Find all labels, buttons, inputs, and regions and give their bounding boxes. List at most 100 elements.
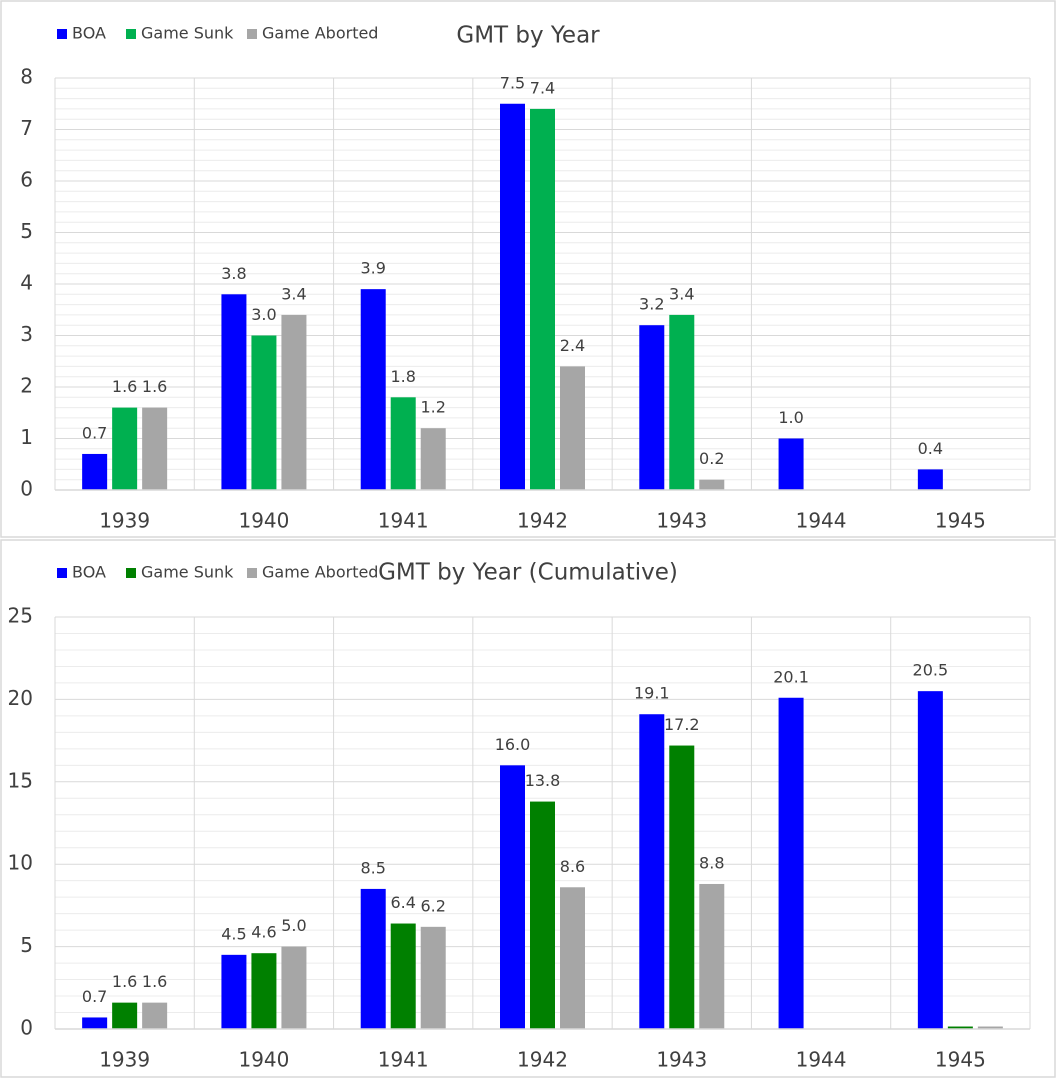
y-tick-label: 25	[8, 604, 33, 628]
data-label: 1.2	[420, 398, 445, 417]
y-tick-label: 1	[20, 425, 33, 449]
data-label: 0.7	[82, 423, 107, 442]
x-tick-label: 1940	[238, 1048, 289, 1072]
y-tick-label: 5	[20, 219, 33, 243]
bar	[500, 765, 525, 1029]
y-tick-label: 5	[20, 933, 33, 957]
x-tick-label: 1939	[99, 509, 150, 533]
data-label: 8.5	[360, 858, 385, 877]
x-tick-label: 1944	[796, 509, 847, 533]
legend-swatch	[126, 568, 136, 578]
data-label: 6.2	[420, 896, 445, 915]
x-tick-label: 1943	[656, 509, 707, 533]
chart-title: GMT by Year (Cumulative)	[378, 560, 678, 586]
bar	[917, 469, 943, 490]
data-label: 5.0	[281, 916, 306, 935]
y-tick-label: 2	[20, 374, 33, 398]
x-tick-label: 1939	[99, 1048, 150, 1072]
legend-label: Game Aborted	[262, 24, 378, 43]
chart-frame	[0, 539, 1056, 1078]
data-label: 0.7	[82, 987, 107, 1006]
data-label: 1.6	[142, 972, 167, 991]
bar	[530, 108, 555, 491]
chart-frame	[0, 0, 1056, 538]
data-label: 4.6	[251, 923, 276, 942]
bar	[669, 745, 695, 1029]
data-label: 6.4	[390, 893, 415, 912]
data-label: 3.2	[639, 295, 664, 314]
legend-label: BOA	[72, 563, 106, 582]
bar	[420, 428, 446, 490]
bar	[82, 1017, 108, 1029]
bar	[112, 407, 138, 490]
data-label: 0.2	[699, 449, 724, 468]
y-tick-label: 20	[8, 686, 33, 710]
bar	[778, 438, 804, 490]
x-tick-label: 1942	[517, 1048, 568, 1072]
data-label: 3.8	[221, 264, 246, 283]
x-tick-label: 1942	[517, 509, 568, 533]
legend-label: BOA	[72, 24, 106, 43]
legend-label: Game Sunk	[141, 24, 234, 43]
data-label: 4.5	[221, 924, 246, 943]
data-label: 1.0	[778, 408, 803, 427]
bar	[699, 479, 725, 490]
data-label: 3.4	[669, 284, 694, 303]
bar	[917, 691, 943, 1029]
y-tick-label: 15	[8, 768, 33, 792]
bar	[947, 1026, 973, 1029]
bar	[669, 314, 695, 490]
data-label: 1.6	[142, 377, 167, 396]
x-tick-label: 1944	[796, 1048, 847, 1072]
bar	[82, 453, 108, 490]
bar	[142, 1002, 168, 1029]
bar	[560, 366, 585, 490]
bar	[530, 801, 555, 1029]
bar	[360, 888, 386, 1029]
x-tick-label: 1943	[656, 1048, 707, 1072]
data-label: 13.8	[525, 771, 561, 790]
bar	[390, 923, 416, 1029]
data-label: 1.8	[390, 367, 415, 386]
bar	[560, 887, 585, 1029]
legend-swatch	[247, 29, 257, 39]
bar	[500, 103, 525, 490]
y-tick-label: 10	[8, 851, 33, 875]
bar	[639, 714, 665, 1029]
y-tick-label: 0	[20, 1016, 33, 1040]
bar	[221, 954, 247, 1029]
data-label: 1.6	[112, 972, 137, 991]
bar	[639, 325, 665, 490]
bar	[778, 697, 804, 1029]
data-label: 17.2	[664, 715, 700, 734]
data-label: 19.1	[634, 684, 670, 703]
bar	[360, 289, 386, 490]
bar	[251, 335, 277, 490]
legend-swatch	[126, 29, 136, 39]
data-label: 3.9	[360, 259, 385, 278]
y-tick-label: 6	[20, 168, 33, 192]
data-label: 16.0	[495, 735, 531, 754]
legend-label: Game Sunk	[141, 563, 234, 582]
data-label: 1.6	[112, 377, 137, 396]
bar	[251, 953, 277, 1029]
bar	[281, 946, 307, 1029]
data-label: 7.5	[500, 73, 525, 92]
x-tick-label: 1940	[238, 509, 289, 533]
bar	[112, 1002, 138, 1029]
bar	[390, 397, 416, 490]
bar	[221, 294, 247, 490]
legend-swatch	[57, 29, 67, 39]
bar	[142, 407, 168, 490]
x-tick-label: 1941	[378, 1048, 429, 1072]
legend-label: Game Aborted	[262, 563, 378, 582]
data-label: 3.4	[281, 284, 306, 303]
legend-swatch	[247, 568, 257, 578]
legend-swatch	[57, 568, 67, 578]
x-tick-label: 1941	[378, 509, 429, 533]
y-tick-label: 4	[20, 271, 33, 295]
chart-title: GMT by Year	[456, 23, 600, 49]
y-tick-label: 0	[20, 477, 33, 501]
data-label: 8.8	[699, 853, 724, 872]
